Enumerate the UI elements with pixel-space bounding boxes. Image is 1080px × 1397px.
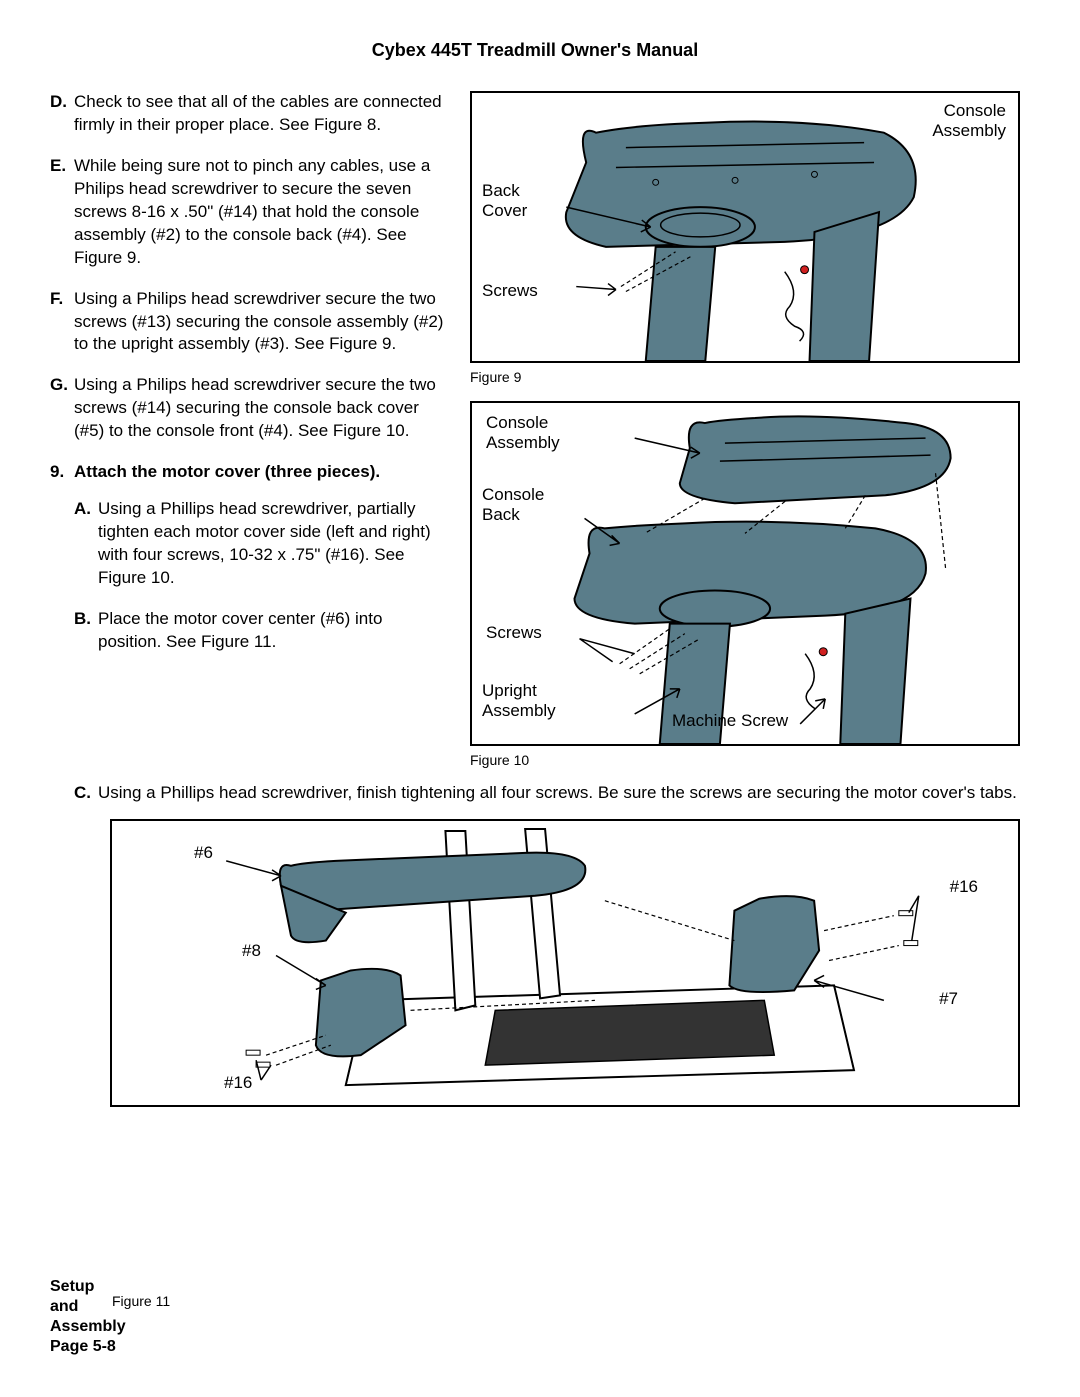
step-e: E. While being sure not to pinch any cab… bbox=[50, 155, 450, 270]
step-letter: D. bbox=[50, 91, 74, 137]
label-console-back: Console Back bbox=[482, 485, 544, 525]
step-letter: E. bbox=[50, 155, 74, 270]
section-title: Attach the motor cover (three pieces). bbox=[74, 461, 380, 484]
step-9b: B. Place the motor cover center (#6) int… bbox=[74, 608, 450, 654]
footer-line4: Page 5-8 bbox=[50, 1337, 126, 1357]
label-console-assembly: Console Assembly bbox=[486, 413, 560, 453]
label-screws: Screws bbox=[482, 281, 538, 301]
step-text: Using a Philips head screwdriver secure … bbox=[74, 288, 450, 357]
label-8: #8 bbox=[242, 941, 261, 961]
label-upright-assembly: Upright Assembly bbox=[482, 681, 556, 721]
step-text: While being sure not to pinch any cables… bbox=[74, 155, 450, 270]
step-text: Place the motor cover center (#6) into p… bbox=[98, 608, 450, 654]
section-9-heading: 9. Attach the motor cover (three pieces)… bbox=[50, 461, 450, 484]
figure-9-caption: Figure 9 bbox=[470, 369, 1020, 385]
label-console-assembly: Console Assembly bbox=[932, 101, 1006, 141]
step-f: F. Using a Philips head screwdriver secu… bbox=[50, 288, 450, 357]
label-6: #6 bbox=[194, 843, 213, 863]
step-9a: A. Using a Phillips head screwdriver, pa… bbox=[74, 498, 450, 590]
section-number: 9. bbox=[50, 461, 74, 484]
step-text: Using a Phillips head screwdriver, finis… bbox=[98, 782, 1020, 805]
footer-line2: and bbox=[50, 1297, 126, 1317]
step-d: D. Check to see that all of the cables a… bbox=[50, 91, 450, 137]
label-back-cover: Back Cover bbox=[482, 181, 527, 221]
step-letter: G. bbox=[50, 374, 74, 443]
label-16b: #16 bbox=[950, 877, 978, 897]
figure-11-box: #6 #8 #16 #16 #7 bbox=[110, 819, 1020, 1107]
step-letter: A. bbox=[74, 498, 98, 590]
figure-11-diagram bbox=[112, 821, 1018, 1105]
figure-10-caption: Figure 10 bbox=[470, 752, 1020, 768]
figures-column: Console Assembly Back Cover Screws Figur… bbox=[470, 91, 1020, 772]
main-content: D. Check to see that all of the cables a… bbox=[50, 91, 1020, 772]
label-screws: Screws bbox=[486, 623, 542, 643]
step-letter: C. bbox=[74, 782, 98, 805]
step-text: Check to see that all of the cables are … bbox=[74, 91, 450, 137]
step-text: Using a Phillips head screwdriver, parti… bbox=[98, 498, 450, 590]
step-letter: F. bbox=[50, 288, 74, 357]
page-footer: Setup and Assembly Page 5-8 bbox=[50, 1277, 126, 1357]
section-9-sublist: A. Using a Phillips head screwdriver, pa… bbox=[50, 498, 450, 654]
step-text: Using a Philips head screwdriver secure … bbox=[74, 374, 450, 443]
step-letter: B. bbox=[74, 608, 98, 654]
footer-line3: Assembly bbox=[50, 1317, 126, 1337]
label-7: #7 bbox=[939, 989, 958, 1009]
label-machine-screw: Machine Screw bbox=[672, 711, 788, 731]
step-g: G. Using a Philips head screwdriver secu… bbox=[50, 374, 450, 443]
figure-9-box: Console Assembly Back Cover Screws bbox=[470, 91, 1020, 363]
instructions-column: D. Check to see that all of the cables a… bbox=[50, 91, 450, 772]
label-16a: #16 bbox=[224, 1073, 252, 1093]
step-9c: C. Using a Phillips head screwdriver, fi… bbox=[50, 782, 1020, 805]
footer-line1: Setup bbox=[50, 1277, 126, 1297]
figure-10-box: Console Assembly Console Back Screws Upr… bbox=[470, 401, 1020, 746]
page-header: Cybex 445T Treadmill Owner's Manual bbox=[50, 40, 1020, 61]
